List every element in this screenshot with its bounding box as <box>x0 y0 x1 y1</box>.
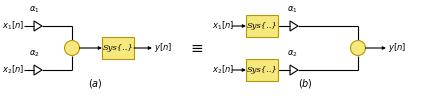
Text: Sys{..}: Sys{..} <box>103 44 133 52</box>
Bar <box>246 59 278 81</box>
Text: $\equiv$: $\equiv$ <box>188 41 204 55</box>
Circle shape <box>351 41 365 55</box>
Text: $\alpha_2$: $\alpha_2$ <box>29 48 39 59</box>
Bar <box>102 37 134 59</box>
Circle shape <box>64 41 80 55</box>
Text: $y[n]$: $y[n]$ <box>154 41 172 55</box>
Text: $x_1[n]$: $x_1[n]$ <box>2 20 24 32</box>
Text: $y[n]$: $y[n]$ <box>388 41 406 55</box>
Text: $\alpha_1$: $\alpha_1$ <box>29 5 39 15</box>
Text: $x_2[n]$: $x_2[n]$ <box>212 64 234 76</box>
Text: Sys{..}: Sys{..} <box>247 22 277 30</box>
Text: $x_2[n]$: $x_2[n]$ <box>2 64 24 76</box>
Text: Sys{..}: Sys{..} <box>247 66 277 74</box>
Bar <box>246 15 278 37</box>
Text: $x_1[n]$: $x_1[n]$ <box>212 20 234 32</box>
Text: $(b)$: $(b)$ <box>297 77 313 90</box>
Text: $(a)$: $(a)$ <box>88 77 102 90</box>
Text: $\alpha_1$: $\alpha_1$ <box>287 5 297 15</box>
Text: $\alpha_2$: $\alpha_2$ <box>287 48 297 59</box>
